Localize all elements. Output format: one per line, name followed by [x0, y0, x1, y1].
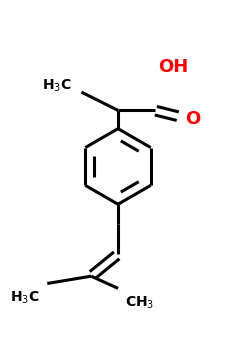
Text: H$_3$C: H$_3$C	[42, 78, 72, 94]
Text: O: O	[185, 110, 200, 128]
Text: OH: OH	[158, 57, 188, 76]
Text: CH$_3$: CH$_3$	[125, 294, 155, 311]
Text: H$_3$C: H$_3$C	[10, 289, 40, 306]
